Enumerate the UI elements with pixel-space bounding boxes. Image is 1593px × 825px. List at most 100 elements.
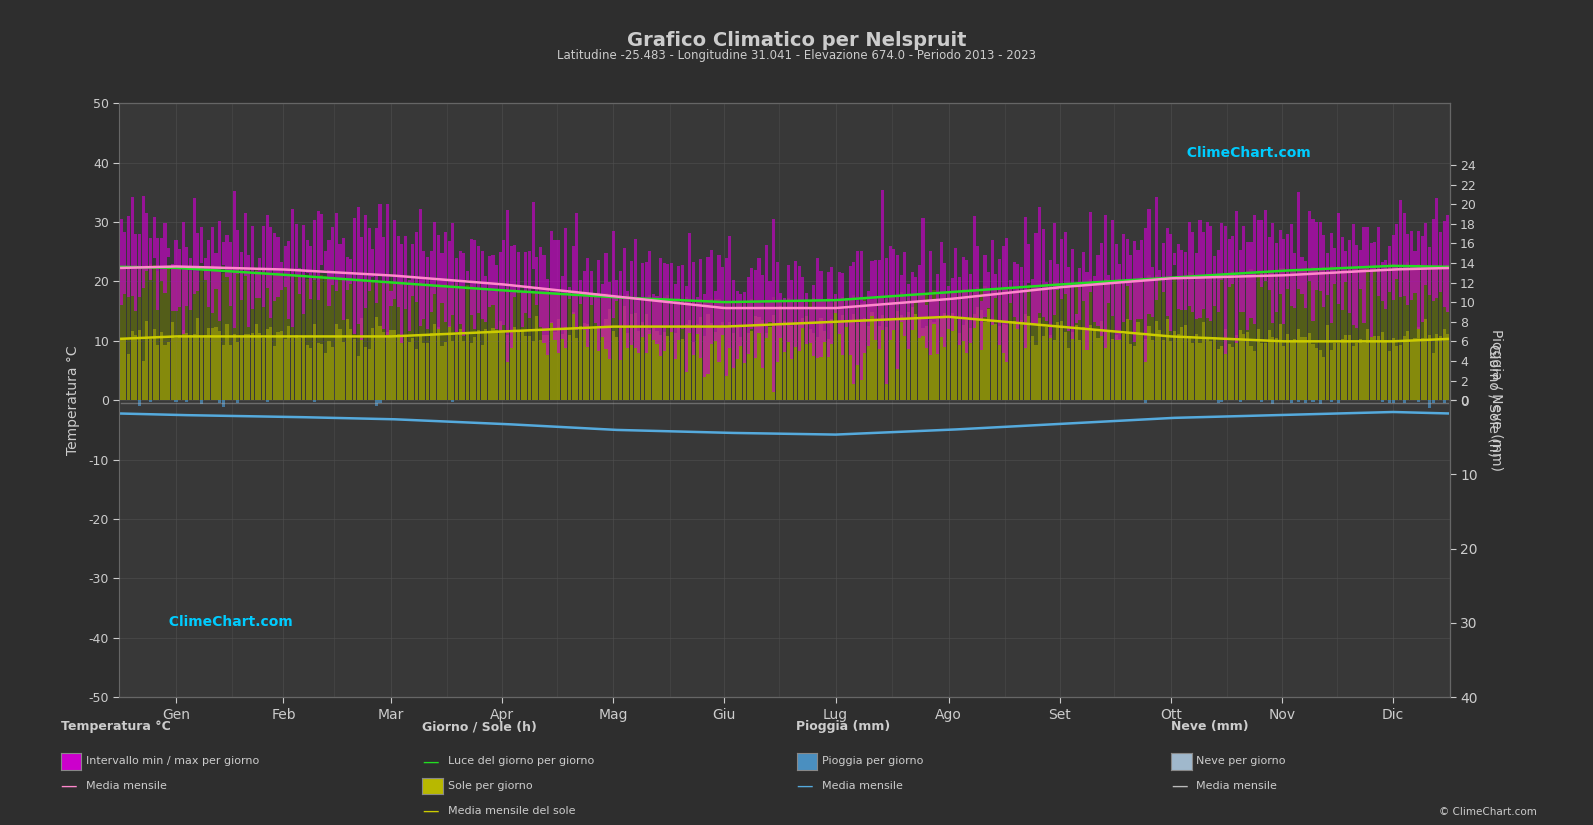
Bar <box>1180 327 1184 400</box>
Bar <box>1443 329 1446 400</box>
Bar <box>328 277 331 400</box>
Bar <box>1265 272 1266 400</box>
Bar <box>809 307 811 343</box>
Bar <box>527 336 530 400</box>
Bar <box>1238 330 1241 400</box>
Bar <box>911 308 914 400</box>
Bar <box>481 290 484 400</box>
Bar <box>241 272 244 400</box>
Bar <box>1424 224 1427 285</box>
Bar <box>918 265 921 337</box>
Bar <box>218 332 221 400</box>
Bar <box>1034 345 1037 400</box>
Bar <box>844 298 847 327</box>
Bar <box>1192 343 1195 400</box>
Bar <box>1206 337 1209 400</box>
Bar <box>918 294 921 400</box>
Bar <box>1228 238 1231 287</box>
Bar <box>688 299 691 400</box>
Bar <box>335 282 338 400</box>
Bar <box>640 322 644 400</box>
Bar <box>965 319 969 400</box>
Bar <box>648 251 652 334</box>
Bar <box>467 332 468 400</box>
Bar <box>926 293 929 400</box>
Bar <box>436 284 440 400</box>
Bar <box>178 249 182 307</box>
Bar <box>1144 400 1147 403</box>
Bar <box>226 323 228 400</box>
Bar <box>903 252 906 337</box>
Bar <box>1438 337 1442 400</box>
Text: —: — <box>1171 777 1187 795</box>
Bar <box>405 281 408 400</box>
Bar <box>1407 331 1410 400</box>
Bar <box>131 271 134 400</box>
Bar <box>758 258 760 332</box>
Bar <box>768 280 771 323</box>
Bar <box>309 247 312 299</box>
Bar <box>1325 325 1329 400</box>
Text: Pioggia (mm): Pioggia (mm) <box>796 720 890 733</box>
Bar <box>368 280 371 400</box>
Bar <box>1223 329 1227 400</box>
Bar <box>1319 400 1322 404</box>
Bar <box>1337 400 1340 403</box>
Bar <box>354 339 357 400</box>
Bar <box>663 297 666 400</box>
Bar <box>827 271 830 357</box>
Bar <box>691 262 695 355</box>
Bar <box>881 315 884 400</box>
Bar <box>185 400 188 402</box>
Bar <box>1325 253 1329 295</box>
Bar <box>546 289 550 400</box>
Bar <box>867 326 870 400</box>
Bar <box>804 315 808 400</box>
Bar <box>855 301 859 400</box>
Bar <box>977 287 980 400</box>
Bar <box>1177 276 1180 400</box>
Bar <box>167 248 170 257</box>
Bar <box>1271 270 1274 400</box>
Bar <box>937 275 940 354</box>
Bar <box>425 343 429 400</box>
Bar <box>561 295 564 400</box>
Bar <box>360 318 363 400</box>
Bar <box>835 294 836 313</box>
Bar <box>1410 341 1413 400</box>
Bar <box>1002 324 1005 400</box>
Bar <box>269 275 272 400</box>
Bar <box>405 337 408 400</box>
Bar <box>1169 234 1172 331</box>
Bar <box>1101 280 1102 400</box>
Bar <box>196 318 199 400</box>
Bar <box>801 277 804 328</box>
Bar <box>994 289 997 400</box>
Bar <box>360 280 363 400</box>
Bar <box>597 260 601 351</box>
Bar <box>980 291 983 400</box>
Bar <box>980 310 983 400</box>
Bar <box>1413 266 1416 400</box>
Bar <box>193 271 196 400</box>
Bar <box>569 292 570 400</box>
Bar <box>1206 222 1209 318</box>
Bar <box>218 400 221 403</box>
Bar <box>139 233 142 297</box>
Bar <box>470 239 473 315</box>
Bar <box>787 298 790 400</box>
Bar <box>830 318 833 400</box>
Bar <box>119 219 123 304</box>
Text: —: — <box>422 752 438 771</box>
Bar <box>1133 278 1136 400</box>
Bar <box>926 326 929 400</box>
Bar <box>1443 266 1446 400</box>
Bar <box>1367 328 1368 400</box>
Bar <box>793 300 796 400</box>
Bar <box>1388 263 1391 400</box>
Bar <box>1330 400 1333 403</box>
Bar <box>436 328 440 400</box>
Bar <box>1265 210 1266 280</box>
Bar <box>946 291 949 400</box>
Bar <box>921 218 924 336</box>
